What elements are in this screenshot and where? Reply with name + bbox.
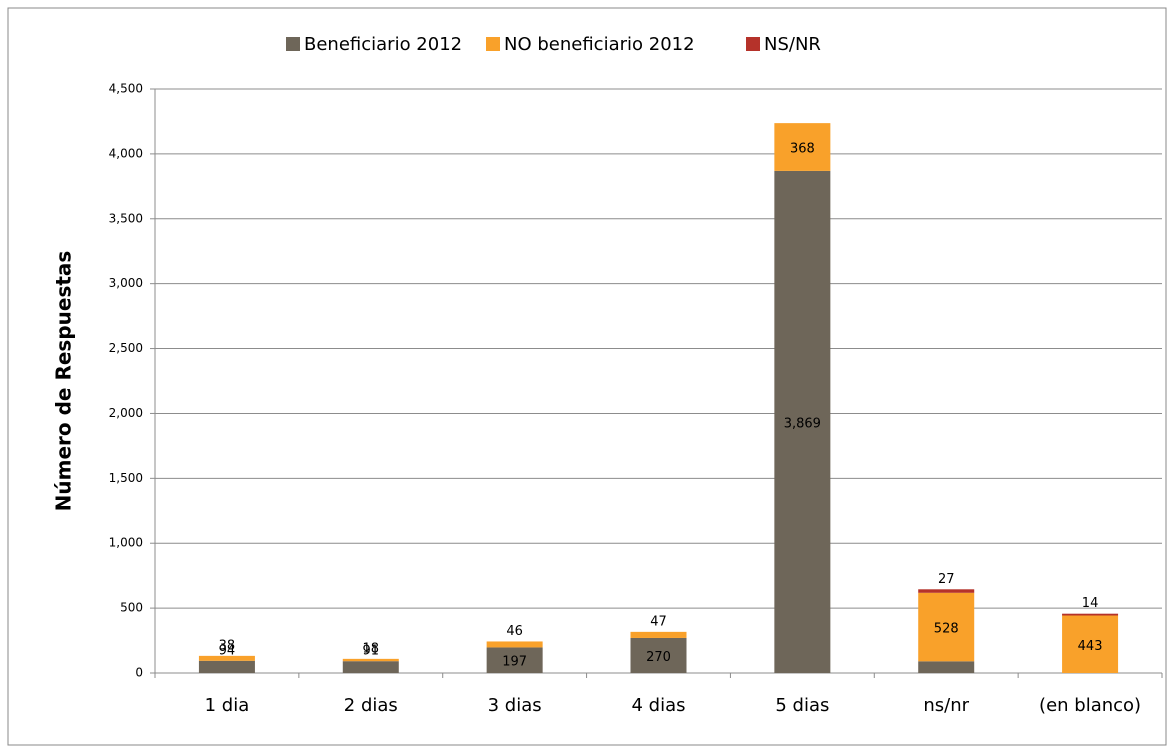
x-tick-label: 3 dias — [488, 695, 542, 716]
data-label: 18 — [363, 641, 380, 656]
data-label: 528 — [934, 622, 959, 637]
x-tick-label: ns/nr — [923, 695, 969, 716]
chart-frame — [7, 7, 1167, 746]
data-label: 94 — [219, 643, 236, 658]
x-tick-label: 2 dias — [344, 695, 398, 716]
x-tick-label: 4 dias — [631, 695, 685, 716]
data-label: 38 — [219, 638, 236, 653]
x-tick-label: (en blanco) — [1039, 695, 1141, 716]
legend-label: NS/NR — [764, 34, 821, 55]
bar-segment — [486, 641, 543, 648]
y-tick-label: 0 — [135, 666, 143, 680]
bar-segment — [1062, 615, 1119, 673]
y-tick-label: 4,500 — [109, 82, 143, 96]
bar-segment — [774, 170, 831, 673]
y-tick-label: 3,500 — [109, 211, 143, 225]
y-tick-label: 2,000 — [109, 406, 143, 420]
bar-segment — [918, 661, 975, 673]
data-label: 368 — [790, 142, 815, 157]
data-label: 47 — [650, 614, 667, 629]
data-label: 3,869 — [784, 416, 821, 431]
data-label: 14 — [1082, 596, 1099, 611]
legend-swatch — [746, 37, 760, 51]
bar-segment — [198, 655, 255, 661]
data-label: 91 — [363, 644, 380, 659]
y-tick-label: 1,500 — [109, 471, 143, 485]
y-tick-label: 500 — [120, 601, 143, 615]
data-label: 270 — [646, 650, 671, 665]
bar-segment — [342, 658, 399, 662]
y-tick-label: 2,500 — [109, 341, 143, 355]
bar-segment — [1062, 613, 1119, 616]
y-tick-label: 4,000 — [109, 146, 143, 160]
data-label: 27 — [938, 572, 955, 587]
data-label: 443 — [1078, 639, 1103, 654]
bar-segment — [198, 660, 255, 673]
bar-segment — [774, 123, 831, 171]
x-tick-label: 1 dia — [205, 695, 250, 716]
legend-swatch — [486, 37, 500, 51]
y-axis-title: Número de Respuestas — [52, 251, 76, 512]
data-label: 46 — [506, 624, 523, 639]
y-tick-label: 1,000 — [109, 536, 143, 550]
data-label: 197 — [502, 655, 527, 670]
legend-swatch — [286, 37, 300, 51]
bar-segment — [918, 592, 975, 662]
legend-label: NO beneficiario 2012 — [504, 34, 695, 55]
bar-segment — [342, 661, 399, 673]
bar-segment — [486, 647, 543, 673]
legend-label: Beneficiario 2012 — [304, 34, 462, 55]
bar-segment — [918, 589, 975, 593]
bar-segment — [630, 637, 687, 673]
bar-segment — [630, 631, 687, 638]
x-tick-label: 5 dias — [775, 695, 829, 716]
y-tick-label: 3,000 — [109, 276, 143, 290]
